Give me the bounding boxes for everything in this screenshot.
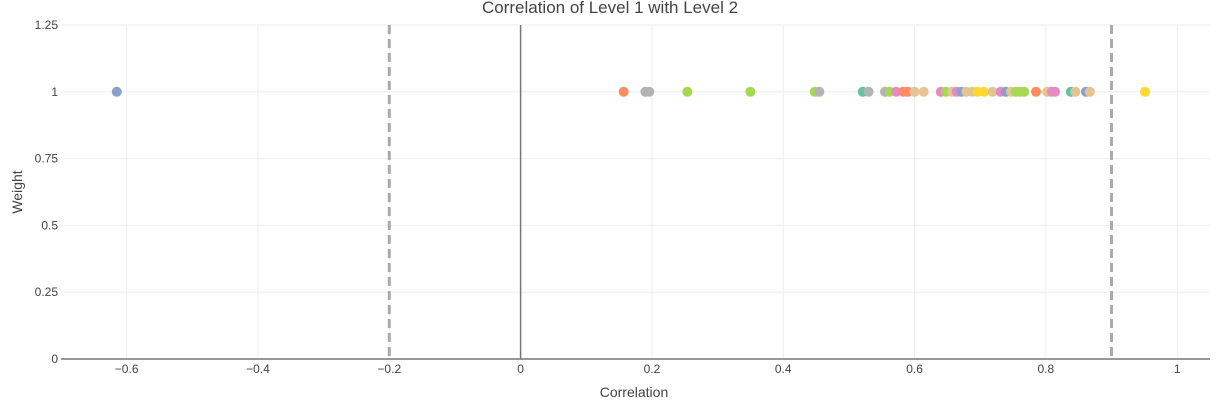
x-tick-label: 0.6 (906, 362, 923, 376)
y-tick-label: 0.25 (35, 285, 59, 299)
y-tick-label: 0.75 (35, 152, 59, 166)
x-axis-title: Correlation (600, 384, 668, 400)
data-point[interactable] (682, 86, 693, 97)
data-points (111, 86, 1150, 97)
data-point[interactable] (745, 86, 756, 97)
data-point[interactable] (644, 86, 655, 97)
data-point[interactable] (1050, 86, 1061, 97)
x-tick-labels: −0.6 −0.4 −0.2 0 0.2 0.4 0.6 0.8 1 (115, 362, 1181, 376)
x-gridlines (126, 25, 1178, 359)
data-point[interactable] (1031, 86, 1042, 97)
data-point[interactable] (909, 86, 920, 97)
data-point[interactable] (863, 86, 874, 97)
data-point[interactable] (987, 86, 998, 97)
data-point[interactable] (111, 86, 122, 97)
data-point[interactable] (891, 86, 902, 97)
data-point[interactable] (918, 86, 929, 97)
x-tick-label: −0.6 (115, 362, 139, 376)
y-gridlines (61, 24, 1210, 293)
data-point[interactable] (1019, 86, 1030, 97)
y-axis-title: Weight (9, 170, 25, 213)
x-tick-label: −0.2 (377, 362, 401, 376)
y-tick-label: 1.25 (35, 18, 59, 32)
data-point[interactable] (618, 86, 629, 97)
reference-lines (387, 25, 1114, 359)
y-tick-labels: 0 0.25 0.5 0.75 1 1.25 (35, 18, 59, 366)
data-point[interactable] (1070, 86, 1081, 97)
chart-title: Correlation of Level 1 with Level 2 (482, 0, 738, 17)
x-tick-label: −0.4 (246, 362, 270, 376)
data-point[interactable] (1139, 86, 1150, 97)
x-tick-label: 0 (517, 362, 524, 376)
y-tick-label: 0 (51, 352, 58, 366)
x-tick-label: 0.4 (775, 362, 792, 376)
data-point[interactable] (1084, 86, 1095, 97)
y-tick-label: 1 (51, 85, 58, 99)
x-tick-label: 0.2 (644, 362, 661, 376)
data-point[interactable] (814, 86, 825, 97)
x-tick-label: 0.8 (1038, 362, 1055, 376)
x-tick-label: 1 (1174, 362, 1181, 376)
data-point[interactable] (979, 86, 990, 97)
y-tick-label: 0.5 (41, 218, 58, 232)
